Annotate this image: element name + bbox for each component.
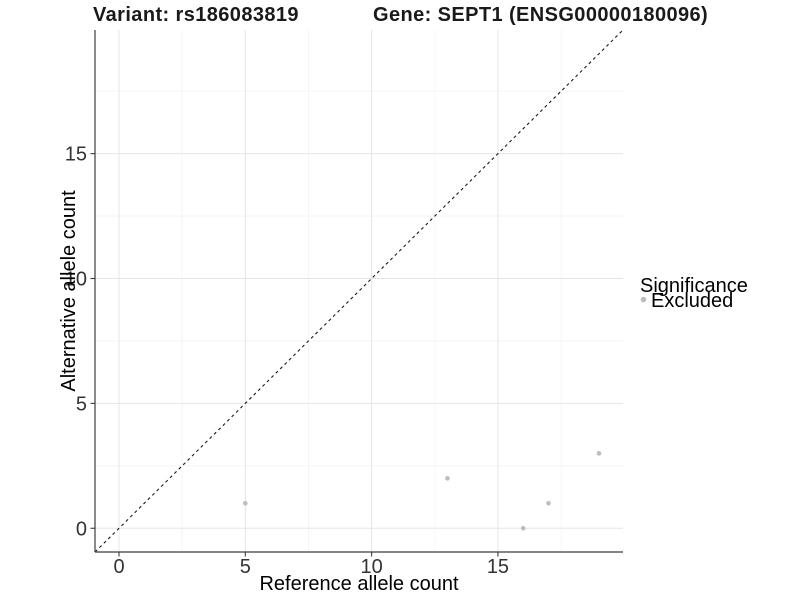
axis-ticks	[90, 153, 499, 557]
x-tick-label: 5	[240, 556, 251, 578]
legend-item-excluded: Excluded	[651, 290, 733, 312]
data-point	[520, 525, 526, 531]
legend: Significance Excluded	[640, 275, 748, 312]
identity-diagonal-line	[94, 29, 624, 553]
data-point	[596, 451, 602, 456]
y-tick-label: 15	[65, 144, 87, 166]
axis-lines	[94, 30, 623, 553]
gridlines-minor	[95, 30, 623, 552]
data-point	[445, 476, 450, 481]
legend-title: Significance	[640, 275, 748, 297]
data-point	[546, 500, 551, 506]
y-tick-label: 0	[76, 518, 87, 540]
legend-marker-excluded-icon	[640, 296, 647, 303]
x-tick-label: 0	[113, 556, 124, 578]
x-tick-label: 15	[487, 556, 509, 578]
x-tick-label: 10	[361, 556, 383, 578]
x-axis-title: Reference allele count	[259, 573, 458, 595]
data-point	[243, 500, 248, 506]
gridlines-major	[95, 30, 623, 552]
y-tick-label: 10	[65, 269, 87, 291]
plot-title-variant: Variant: rs186083819	[93, 4, 299, 26]
data-points	[243, 451, 602, 531]
y-tick-label: 5	[76, 393, 87, 415]
plot-title-gene: Gene: SEPT1 (ENSG00000180096)	[373, 4, 708, 26]
y-axis-title: Alternative allele count	[58, 190, 80, 392]
tick-labels: 0 5 10 15 0 5 10 15	[65, 144, 509, 578]
